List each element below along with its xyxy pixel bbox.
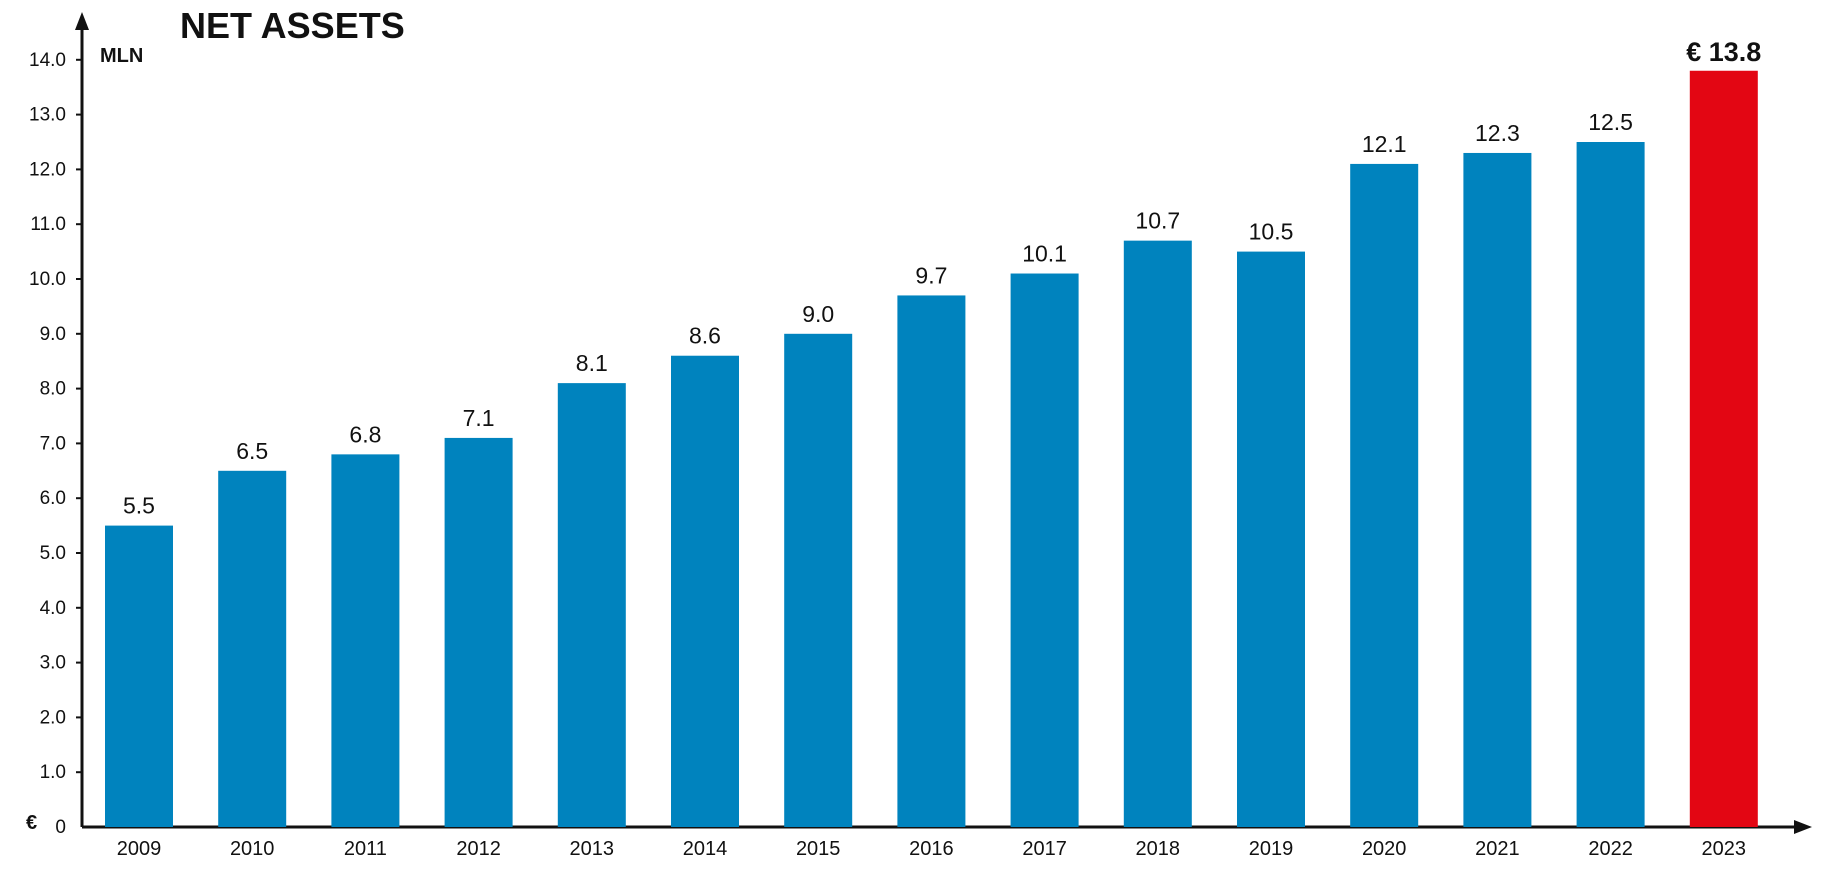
data-label-2014: 8.6 xyxy=(689,323,721,349)
bar-2020 xyxy=(1350,163,1419,828)
data-label-2022: 12.5 xyxy=(1588,109,1633,135)
x-tick-label: 2022 xyxy=(1588,838,1633,860)
bar-2018 xyxy=(1123,240,1192,827)
y-tick-label: 1.0 xyxy=(40,762,66,783)
y-tick-label: 11.0 xyxy=(30,214,66,235)
bar-2012 xyxy=(444,437,513,827)
data-label-2021: 12.3 xyxy=(1475,120,1520,146)
y-tick-label: 7.0 xyxy=(40,433,66,454)
x-tick-label: 2014 xyxy=(683,838,728,860)
y-tick-label: 8.0 xyxy=(40,379,66,400)
data-label-2011: 6.8 xyxy=(349,421,381,447)
bar-2017 xyxy=(1010,273,1079,827)
y-tick-label: 3.0 xyxy=(40,653,66,674)
x-tick-label: 2017 xyxy=(1022,838,1067,860)
data-label-2013: 8.1 xyxy=(576,350,608,376)
x-tick-label: 2019 xyxy=(1249,838,1294,860)
y-tick-label: 4.0 xyxy=(40,598,66,619)
data-label-2010: 6.5 xyxy=(236,438,268,464)
x-tick-label: 2018 xyxy=(1136,838,1181,860)
bar-2021 xyxy=(1463,152,1532,827)
y-tick-label: 9.0 xyxy=(40,324,66,345)
y-axis: 0 1.0 2.0 3.0 4.0 5.0 6.0 7.0 8.0 9.0 10.0 11.0 12.0… xyxy=(29,12,89,838)
x-tick-label: 2013 xyxy=(570,838,615,860)
data-label-2018: 10.7 xyxy=(1135,208,1180,234)
x-tick-label: 2015 xyxy=(796,838,841,860)
x-tick-label: 2021 xyxy=(1475,838,1520,860)
y-tick-label: 13.0 xyxy=(29,105,66,126)
bar-2019 xyxy=(1237,251,1305,828)
bar-2013 xyxy=(557,383,626,827)
bar-2015 xyxy=(784,333,853,827)
bar-2014 xyxy=(671,355,739,827)
y-tick-label: 14.0 xyxy=(29,50,66,71)
data-label-2016: 9.7 xyxy=(915,262,947,288)
x-tick-label: 2023 xyxy=(1702,838,1747,860)
bar-2010 xyxy=(218,470,287,827)
x-tick-label: 2012 xyxy=(456,838,501,860)
data-labels: 5.5 6.5 6.8 7.1 8.1 8.6 9.0 9.7 10.1 10.7 10.5 12.1… xyxy=(123,37,1761,519)
x-axis: 2009 2010 2011 2012 2013 2014 2015 2016 2017 2018… xyxy=(82,820,1812,860)
currency-symbol: € xyxy=(26,812,37,834)
y-axis-unit-label: MLN xyxy=(100,45,143,67)
bar-2009 xyxy=(105,525,173,827)
data-label-2015: 9.0 xyxy=(802,301,834,327)
data-label-2020: 12.1 xyxy=(1362,131,1407,157)
bar-2023 xyxy=(1689,70,1758,827)
x-tick-label: 2011 xyxy=(344,838,387,860)
y-axis-arrow-icon xyxy=(75,12,89,30)
bars xyxy=(105,70,1758,828)
x-tick-label: 2016 xyxy=(909,838,954,860)
y-tick-label: 5.0 xyxy=(40,543,66,564)
x-tick-label: 2020 xyxy=(1362,838,1407,860)
chart-title: NET ASSETS xyxy=(180,5,405,46)
x-tick-label: 2009 xyxy=(117,838,162,860)
y-tick-label: 2.0 xyxy=(40,707,66,728)
y-tick-label: 0 xyxy=(55,817,66,838)
data-label-2019: 10.5 xyxy=(1249,219,1294,245)
data-label-2009: 5.5 xyxy=(123,493,155,519)
bar-2011 xyxy=(331,454,400,827)
data-label-2023: € 13.8 xyxy=(1686,37,1761,67)
data-label-2012: 7.1 xyxy=(463,405,495,431)
x-tick-label: 2010 xyxy=(230,838,275,860)
y-tick-label: 10.0 xyxy=(29,269,66,290)
x-axis-arrow-icon xyxy=(1794,820,1812,834)
data-label-2017: 10.1 xyxy=(1022,241,1067,267)
y-tick-label: 12.0 xyxy=(29,159,66,180)
bar-2016 xyxy=(897,295,966,827)
y-tick-label: 6.0 xyxy=(40,488,66,509)
bar-2022 xyxy=(1576,142,1645,827)
